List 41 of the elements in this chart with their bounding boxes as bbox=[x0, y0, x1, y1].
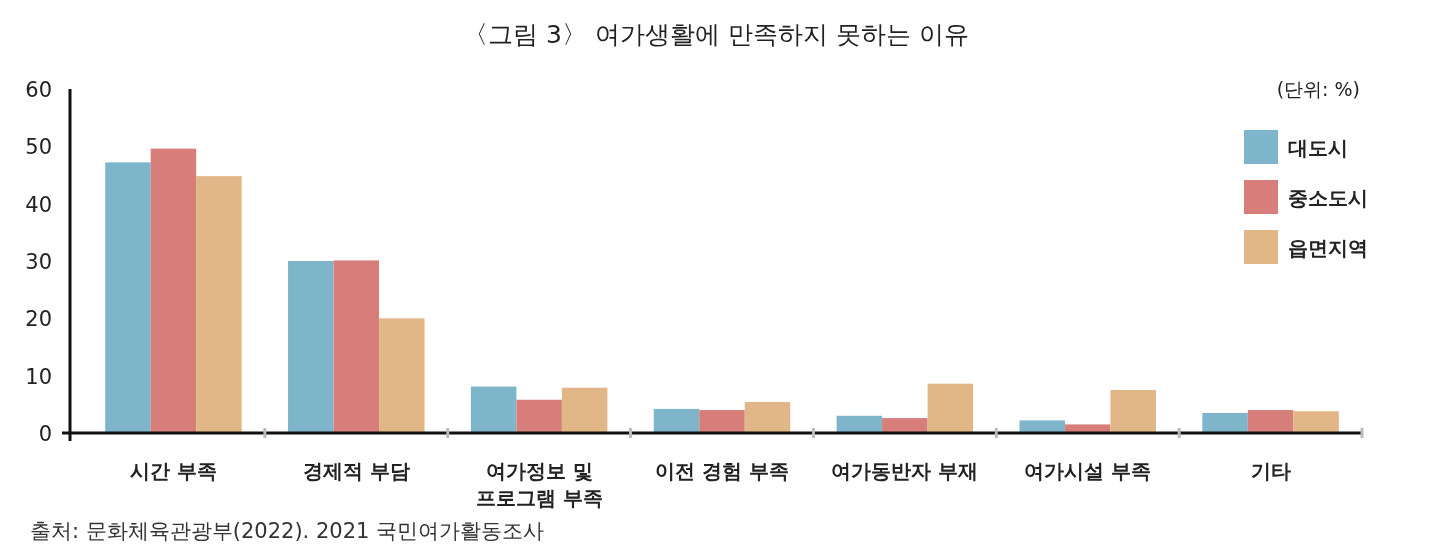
bar bbox=[379, 318, 425, 433]
x-tick-label: 경제적 부담 bbox=[302, 459, 410, 483]
legend-label: 대도시 bbox=[1288, 136, 1348, 160]
x-tick-label: 이전 경험 부족 bbox=[655, 459, 789, 483]
x-tick-label: 여가시설 부족 bbox=[1024, 459, 1152, 483]
y-tick-label: 50 bbox=[25, 135, 52, 160]
bar bbox=[1110, 390, 1156, 433]
bar bbox=[333, 260, 380, 433]
bar bbox=[882, 418, 928, 433]
x-tick-label: 시간 부족 bbox=[129, 459, 217, 483]
x-tick-label: 여가동반자 부재 bbox=[831, 459, 979, 483]
bar bbox=[1064, 424, 1111, 433]
source-note: 출처: 문화체육관광부(2022). 2021 국민여가활동조사 bbox=[30, 519, 545, 543]
bar bbox=[836, 415, 883, 433]
bar bbox=[516, 399, 562, 433]
x-tick-label: 기타 bbox=[1250, 459, 1291, 483]
bar bbox=[1247, 410, 1294, 433]
legend-label: 중소도시 bbox=[1288, 186, 1368, 210]
y-tick-label: 0 bbox=[38, 422, 52, 446]
bar bbox=[927, 383, 974, 433]
legend-label: 읍면지역 bbox=[1288, 236, 1368, 260]
bar bbox=[1202, 412, 1248, 433]
chart-title: 〈그림 3〉 여가생활에 만족하지 못하는 이유 bbox=[463, 20, 969, 49]
annotation: (단위: %) bbox=[1276, 78, 1360, 100]
x-tick-label: 여가정보 및 프로그램 부족 bbox=[475, 459, 603, 510]
bar bbox=[150, 148, 197, 433]
bar bbox=[561, 387, 608, 433]
y-tick-label: 30 bbox=[25, 250, 52, 274]
bar bbox=[744, 402, 791, 433]
bar bbox=[470, 386, 517, 433]
bar bbox=[1293, 411, 1339, 433]
bar bbox=[196, 176, 242, 433]
y-tick-label: 40 bbox=[25, 192, 52, 217]
bar bbox=[1019, 420, 1065, 433]
y-tick-label: 10 bbox=[25, 364, 52, 389]
y-tick-label: 20 bbox=[25, 307, 52, 332]
y-tick-label: 60 bbox=[25, 78, 52, 102]
bar bbox=[288, 261, 334, 433]
bar bbox=[699, 410, 745, 433]
bar bbox=[105, 162, 151, 433]
bar bbox=[653, 408, 700, 433]
